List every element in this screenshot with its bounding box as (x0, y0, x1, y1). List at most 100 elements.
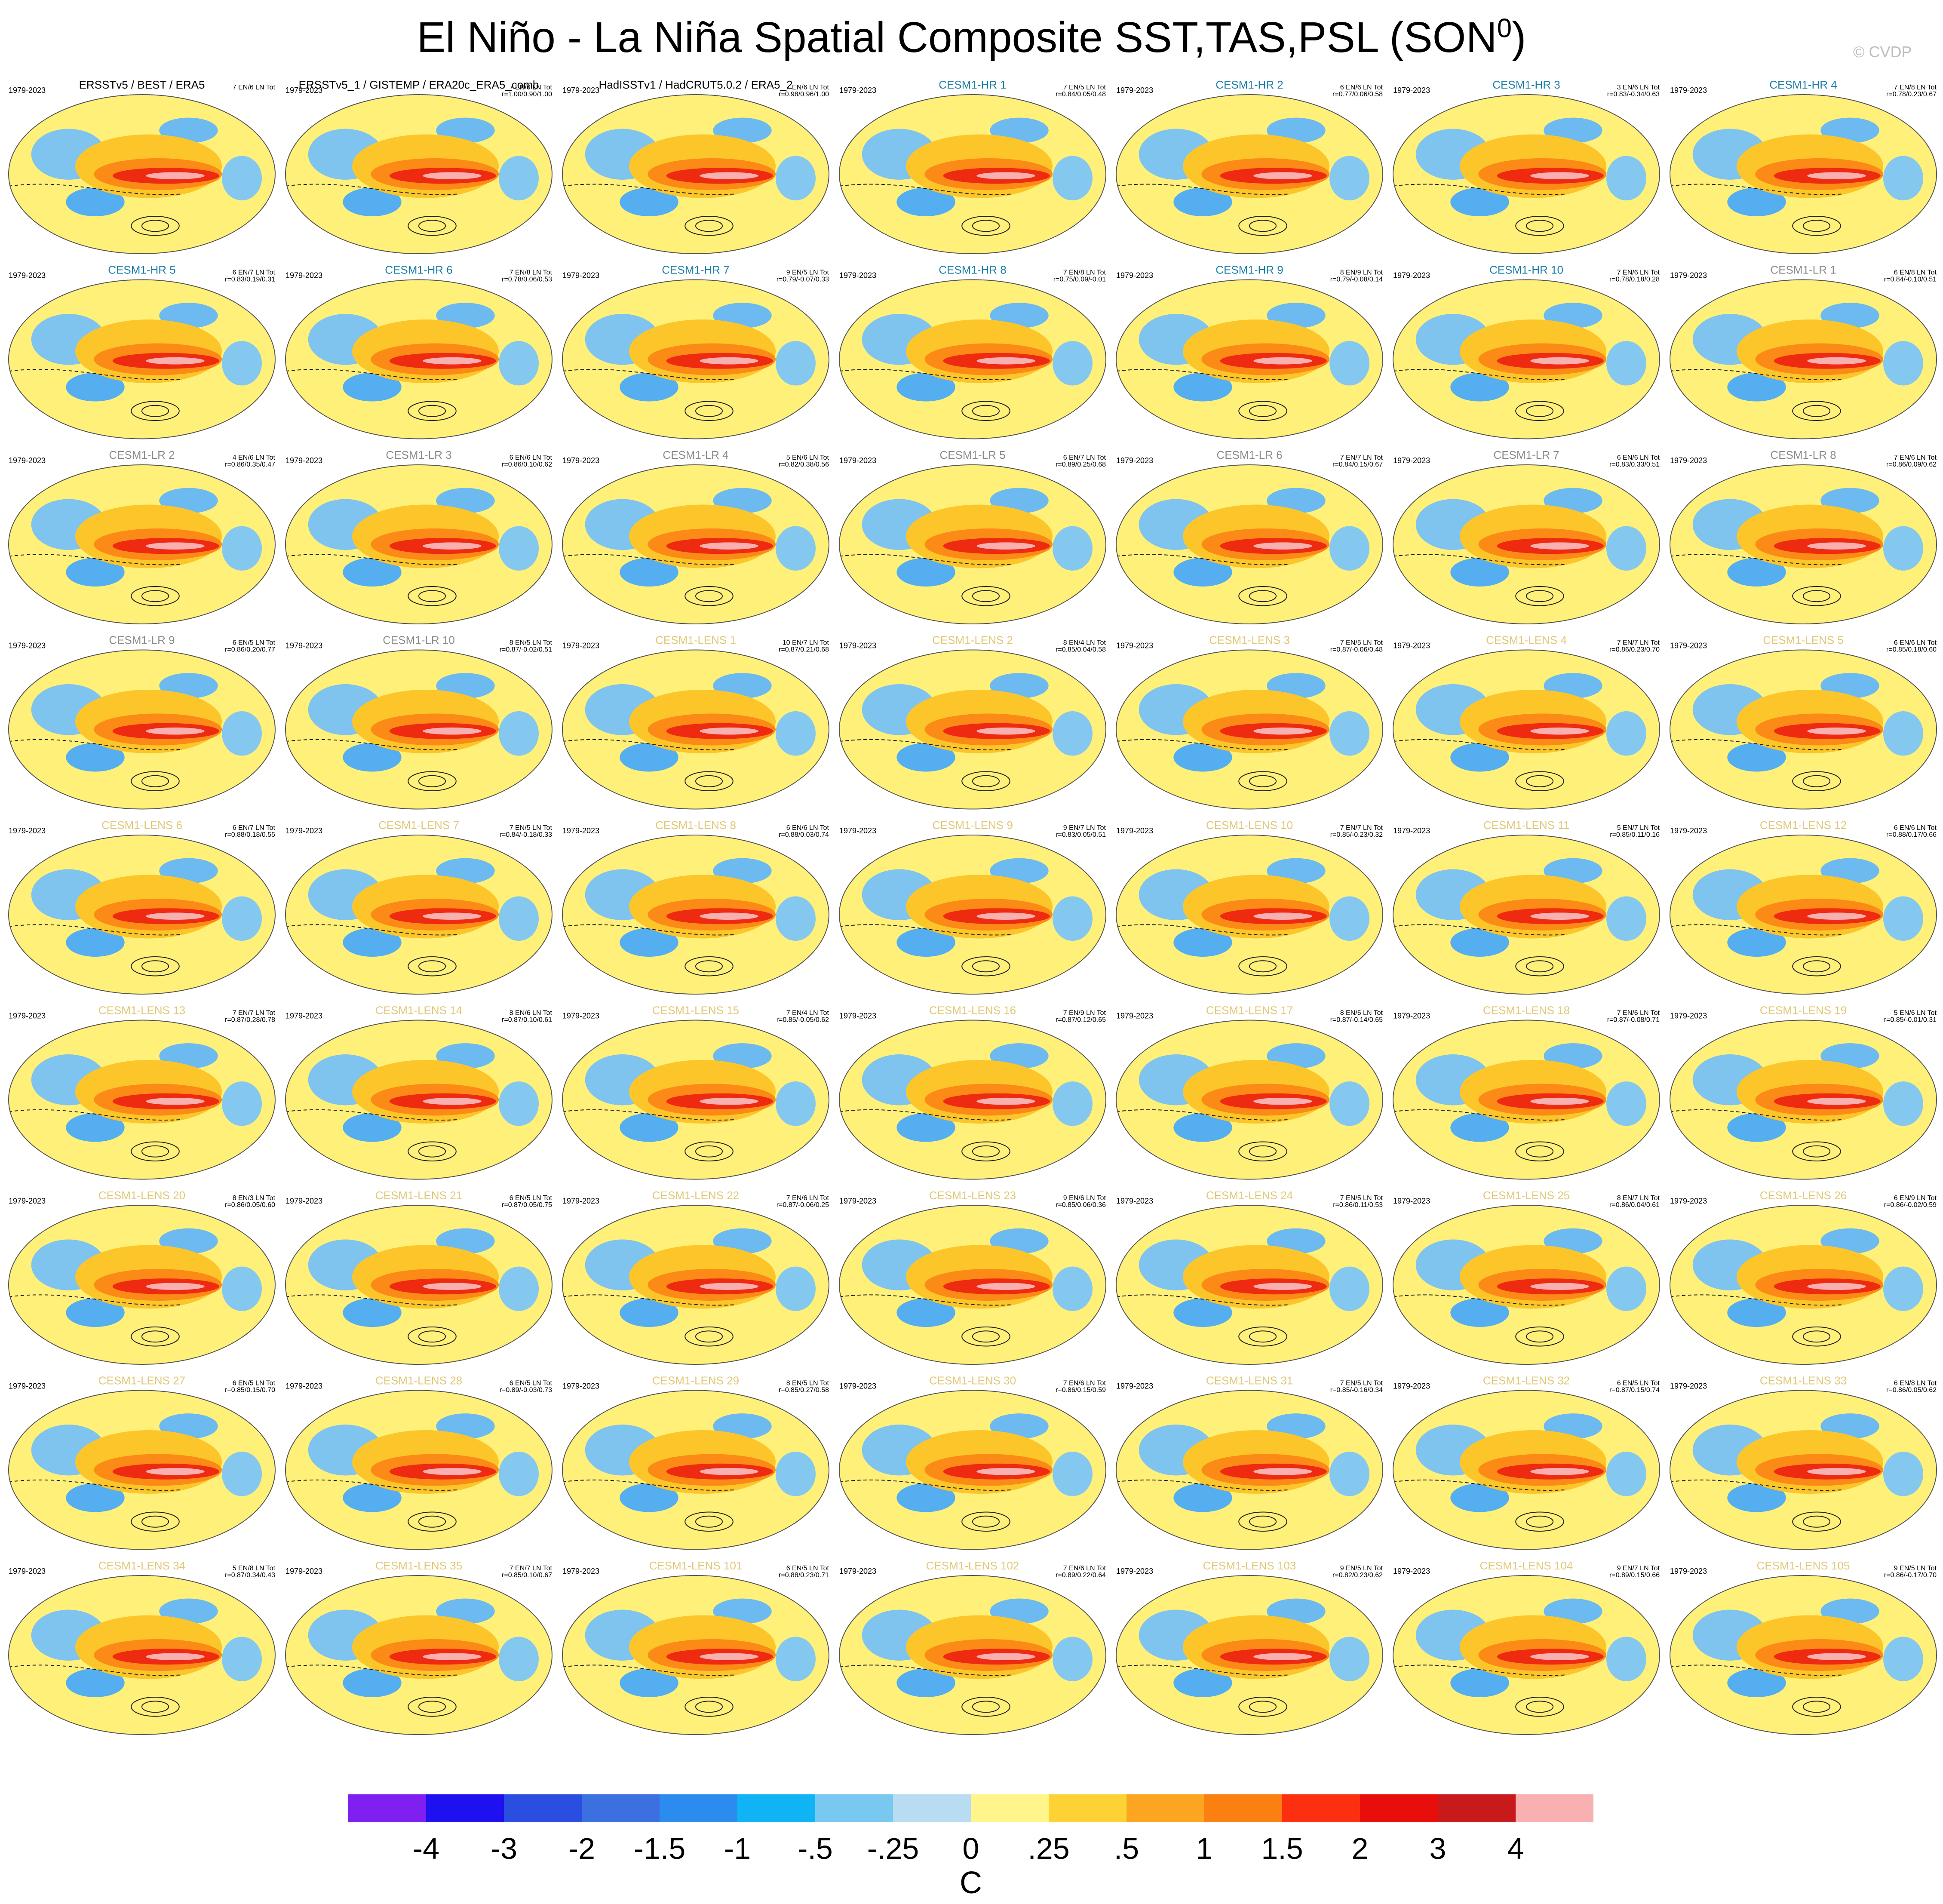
panel-period: 1979-2023 (285, 1567, 322, 1575)
panel-event-count: 6 EN/7 LN Tot (1063, 454, 1106, 461)
panel-pattern-correlation: r=0.88/0.18/0.55 (225, 831, 275, 838)
map-panel: CESM1-LENS 27 1979-2023 6 EN/5 LN Totr=0.8… (8, 1374, 276, 1550)
panel-period: 1979-2023 (839, 271, 876, 280)
panel-pattern-correlation: r=0.85/0.27/0.58 (779, 1387, 829, 1394)
panel-period: 1979-2023 (285, 271, 322, 280)
panel-pattern-correlation: r=0.86/-0.17/0.70 (1884, 1572, 1937, 1579)
panel-pattern-correlation: r=0.89/0.15/0.66 (1609, 1572, 1660, 1579)
panel-pattern-correlation: r=0.86/0.15/0.59 (1056, 1387, 1106, 1394)
panel-title: CESM1-LENS 15 (652, 1004, 739, 1017)
map-panel: CESM1-LENS 33 1979-2023 6 EN/8 LN Totr=0.8… (1670, 1374, 1937, 1550)
panel-title: CESM1-HR 5 (108, 264, 175, 276)
panel-title: CESM1-LENS 23 (929, 1189, 1016, 1202)
colorbar-swatch (1204, 1794, 1282, 1822)
map-panel: CESM1-LENS 20 1979-2023 8 EN/3 LN Totr=0.8… (8, 1189, 276, 1365)
map-panel: CESM1-LENS 9 1979-2023 9 EN/7 LN Totr=0.83… (839, 819, 1106, 995)
panel-period: 1979-2023 (1116, 1382, 1153, 1391)
map-panel: CESM1-LENS 104 1979-2023 9 EN/7 LN Totr=0.… (1393, 1559, 1660, 1735)
map-panel: CESM1-LENS 21 1979-2023 6 EN/5 LN Totr=0.8… (285, 1189, 553, 1365)
map-panel: CESM1-LENS 13 1979-2023 7 EN/7 LN Totr=0.8… (8, 1004, 276, 1180)
panel-event-count: 5 EN/7 LN Tot (1617, 824, 1660, 832)
panel-event-count: 6 EN/6 LN Tot (1894, 824, 1937, 832)
panel-title: CESM1-LR 10 (383, 634, 455, 647)
colorbar-unit: C (960, 1866, 982, 1900)
map-panel: CESM1-LENS 29 1979-2023 8 EN/5 LN Totr=0.8… (562, 1374, 829, 1550)
panel-title: CESM1-LENS 21 (375, 1189, 462, 1202)
panel-period: 1979-2023 (1116, 826, 1153, 835)
panel-period: 1979-2023 (285, 642, 322, 650)
map-panel: CESM1-LENS 11 1979-2023 5 EN/7 LN Totr=0.8… (1393, 819, 1660, 995)
colorbar-tick-label: 2 (1352, 1832, 1369, 1865)
panel-period: 1979-2023 (839, 826, 876, 835)
panel-pattern-correlation: r=0.88/0.23/0.71 (779, 1572, 829, 1579)
panel-title: CESM1-LENS 104 (1480, 1559, 1573, 1572)
panel-event-count: 7 EN/6 LN Tot (1063, 1380, 1106, 1387)
map-panel: CESM1-LENS 31 1979-2023 7 EN/5 LN Totr=0.8… (1116, 1374, 1383, 1550)
panel-event-count: 7 EN/7 LN Tot (233, 1010, 276, 1017)
panel-event-count: 7 EN/5 LN Tot (1340, 1195, 1383, 1202)
map-panel: CESM1-LENS 23 1979-2023 9 EN/6 LN Totr=0.8… (839, 1189, 1106, 1365)
panel-title: CESM1-LR 9 (109, 634, 175, 647)
panel-event-count: 4 EN/6 LN Tot (233, 454, 276, 461)
panel-title: CESM1-LENS 19 (1760, 1004, 1847, 1017)
panel-period: 1979-2023 (9, 826, 46, 835)
panel-title: CESM1-LR 2 (109, 448, 175, 461)
panel-period: 1979-2023 (1393, 1382, 1430, 1391)
map-panel: CESM1-LENS 28 1979-2023 6 EN/5 LN Totr=0.8… (285, 1374, 553, 1550)
panel-period: 1979-2023 (1393, 1197, 1430, 1205)
panel-title: CESM1-HR 9 (1216, 264, 1283, 276)
panel-title: CESM1-LENS 7 (378, 819, 459, 832)
panel-pattern-correlation: r=0.77/0.06/0.58 (1332, 91, 1383, 98)
panel-pattern-correlation: r=0.86/0.10/0.62 (502, 461, 552, 468)
panel-period: 1979-2023 (839, 1012, 876, 1020)
panel-pattern-correlation: r=0.87/-0.02/0.51 (500, 646, 552, 654)
map-panel: CESM1-LENS 105 1979-2023 9 EN/5 LN Totr=0.… (1670, 1559, 1937, 1735)
colorbar-swatch (1282, 1794, 1360, 1822)
map-panel: CESM1-HR 4 1979-2023 7 EN/8 LN Totr=0.78/0… (1670, 78, 1937, 254)
panel-period: 1979-2023 (9, 642, 46, 650)
panel-period: 1979-2023 (285, 456, 322, 465)
map-panel: CESM1-HR 3 1979-2023 3 EN/6 LN Totr=0.83/-… (1393, 78, 1660, 254)
panel-period: 1979-2023 (285, 1012, 322, 1020)
panel-pattern-correlation: r=0.88/0.17/0.66 (1886, 831, 1937, 838)
panel-period: 1979-2023 (1393, 456, 1430, 465)
panel-period: 1979-2023 (285, 86, 322, 95)
colorbar-tick-label: 4 (1507, 1832, 1524, 1865)
map-panel: CESM1-LENS 7 1979-2023 7 EN/5 LN Totr=0.84… (285, 819, 553, 995)
panel-title: CESM1-LENS 35 (375, 1559, 462, 1572)
panel-period: 1979-2023 (839, 1567, 876, 1575)
map-panel: CESM1-LENS 15 1979-2023 7 EN/4 LN Totr=0.8… (562, 1004, 829, 1180)
panel-title: CESM1-LENS 18 (1483, 1004, 1570, 1017)
panel-period: 1979-2023 (562, 1567, 599, 1575)
panel-title: CESM1-LENS 28 (375, 1374, 462, 1387)
panel-pattern-correlation: r=0.88/0.03/0.74 (779, 831, 829, 838)
panel-title: CESM1-LENS 27 (98, 1374, 185, 1387)
panel-event-count: 7 EN/9 LN Tot (1063, 1010, 1106, 1017)
panel-pattern-correlation: r=0.86/-0.02/0.59 (1884, 1201, 1937, 1209)
map-panel: CESM1-LENS 102 1979-2023 7 EN/6 LN Totr=0.… (839, 1559, 1106, 1735)
colorbar-swatch (1127, 1794, 1204, 1822)
map-panel: CESM1-HR 1 1979-2023 7 EN/5 LN Totr=0.84/0… (839, 78, 1106, 254)
map-panel: CESM1-LENS 5 1979-2023 6 EN/6 LN Totr=0.85… (1670, 634, 1937, 810)
panel-title: CESM1-LENS 20 (98, 1189, 185, 1202)
panel-event-count: 7 EN/6 LN Tot (510, 84, 553, 91)
panel-pattern-correlation: r=0.83/-0.34/0.63 (1607, 91, 1660, 98)
panel-event-count: 7 EN/4 LN Tot (786, 1010, 829, 1017)
panel-event-count: 6 EN/8 LN Tot (1894, 269, 1937, 276)
panel-title: CESM1-LR 7 (1493, 448, 1559, 461)
panel-pattern-correlation: r=0.78/0.23/0.67 (1886, 91, 1937, 98)
map-panel: CESM1-HR 10 1979-2023 7 EN/6 LN Totr=0.78/… (1393, 264, 1660, 439)
colorbar-swatch (1049, 1794, 1127, 1822)
colorbar-swatch (1438, 1794, 1516, 1822)
panel-pattern-correlation: r=0.87/-0.06/0.48 (1330, 646, 1383, 654)
colorbar-swatch (426, 1794, 504, 1822)
panel-period: 1979-2023 (562, 826, 599, 835)
colorbar-tick-label: -1 (724, 1832, 751, 1865)
panel-pattern-correlation: r=0.85/0.11/0.16 (1610, 831, 1660, 838)
panel-pattern-correlation: r=0.82/0.23/0.62 (1332, 1572, 1383, 1579)
colorbar-swatch (348, 1794, 426, 1822)
colorbar-swatch (504, 1794, 582, 1822)
map-panel: CESM1-LENS 3 1979-2023 7 EN/5 LN Totr=0.87… (1116, 634, 1383, 810)
panel-period: 1979-2023 (1670, 1382, 1707, 1391)
panel-title: ERSSTv5_1 / GISTEMP / ERA20c_ERA5_comb (299, 78, 539, 91)
